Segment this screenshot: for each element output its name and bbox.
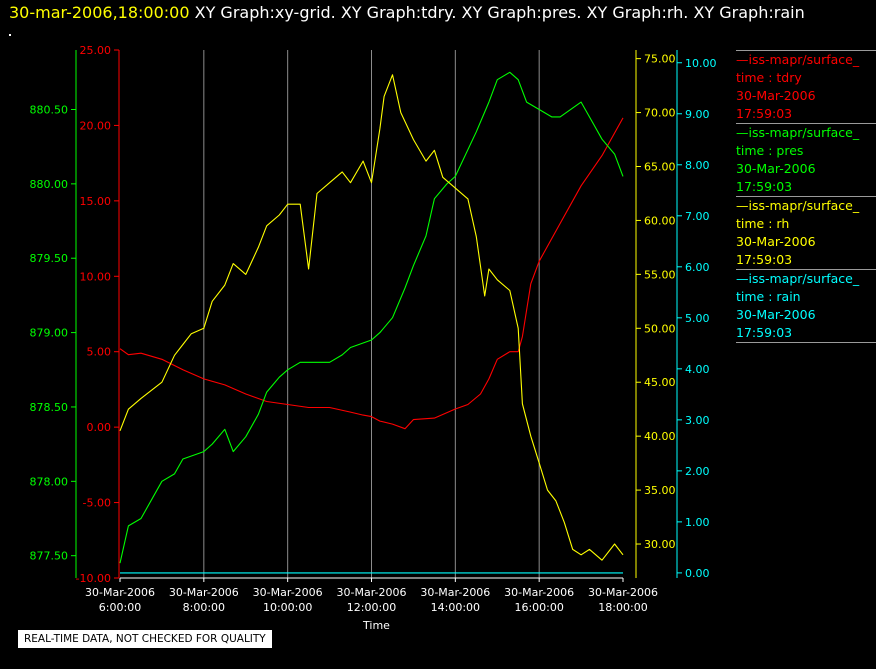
rain-tick-label: 0.00 <box>685 567 710 580</box>
tdry-tick-label: 10.00 <box>80 270 112 283</box>
x-tick-label-date: 30-Mar-2006 <box>169 586 239 599</box>
y-axes: 877.50 878.00 878.50 879.00 879.50 880.00 880.… <box>30 44 717 585</box>
legend-entry-rh: —iss-mapr/surface_ time : rh 30-Mar-2006… <box>736 196 876 269</box>
rh-tick-label: 45.00 <box>644 376 676 389</box>
tdry-tick-label: -10.00 <box>76 572 111 585</box>
tdry-tick-label: 25.00 <box>80 44 112 57</box>
legend-entry-pres: —iss-mapr/surface_ time : pres 30-Mar-20… <box>736 123 876 196</box>
vertical-gridlines <box>203 50 540 578</box>
rain-tick-label: 1.00 <box>685 516 710 529</box>
rain-tick-label: 10.00 <box>685 57 717 70</box>
legend-series-date: 30-Mar-2006 <box>736 88 816 103</box>
x-tick-label-time: 14:00:00 <box>431 601 480 614</box>
legend-series-name: —iss-mapr/surface_ <box>736 198 860 213</box>
legend-series-date: 30-Mar-2006 <box>736 161 816 176</box>
legend-series-date: 30-Mar-2006 <box>736 234 816 249</box>
x-tick-label-time: 12:00:00 <box>347 601 396 614</box>
rain-tick-label: 4.00 <box>685 363 710 376</box>
header-timestamp: 30-mar-2006,18:00:00 <box>9 3 190 22</box>
rh-tick-label: 70.00 <box>644 107 676 120</box>
rain-tick-label: 3.00 <box>685 414 710 427</box>
x-tick-label-date: 30-Mar-2006 <box>253 586 323 599</box>
rh-tick-label: 75.00 <box>644 53 676 66</box>
x-tick-label-time: 8:00:00 <box>183 601 225 614</box>
legend-series-time: 17:59:03 <box>736 252 793 267</box>
x-tick-label-time: 6:00:00 <box>99 601 141 614</box>
pres-tick-label: 880.00 <box>30 178 69 191</box>
legend-series-date: 30-Mar-2006 <box>736 307 816 322</box>
rh-tick-label: 50.00 <box>644 322 676 335</box>
rain-tick-label: 7.00 <box>685 210 710 223</box>
rh-tick-label: 65.00 <box>644 160 676 173</box>
legend-series-field: time : pres <box>736 143 804 158</box>
pres-tick-label: 878.50 <box>30 401 69 414</box>
legend-series-time: 17:59:03 <box>736 106 793 121</box>
rain-tick-label: 8.00 <box>685 159 710 172</box>
x-tick-label-time: 18:00:00 <box>598 601 647 614</box>
x-tick-label-date: 30-Mar-2006 <box>504 586 574 599</box>
x-tick-label-time: 10:00:00 <box>263 601 312 614</box>
x-tick-label-time: 16:00:00 <box>514 601 563 614</box>
x-tick-label-date: 30-Mar-2006 <box>420 586 490 599</box>
tdry-tick-label: -5.00 <box>83 497 111 510</box>
rh-tick-label: 60.00 <box>644 214 676 227</box>
pres-tick-label: 878.00 <box>30 475 69 488</box>
header-graph-title-3: XY Graph:pres. <box>461 3 582 22</box>
rh-tick-label: 30.00 <box>644 538 676 551</box>
x-tick-label-date: 30-Mar-2006 <box>85 586 155 599</box>
legend-entry-rain: —iss-mapr/surface_ time : rain 30-Mar-20… <box>736 269 876 342</box>
legend-series-field: time : tdry <box>736 70 802 85</box>
tdry-tick-label: 5.00 <box>87 346 112 359</box>
legend-series-name: —iss-mapr/surface_ <box>736 52 860 67</box>
header-graph-title-5: XY Graph:rain <box>693 3 805 22</box>
rain-tick-label: 2.00 <box>685 465 710 478</box>
legend-series-field: time : rain <box>736 289 801 304</box>
tdry-tick-label: 20.00 <box>80 119 112 132</box>
rain-tick-label: 6.00 <box>685 261 710 274</box>
chart-header: 30-mar-2006,18:00:00 XY Graph:xy-grid. X… <box>9 3 805 23</box>
rain-tick-label: 9.00 <box>685 108 710 121</box>
legend-series-time: 17:59:03 <box>736 179 793 194</box>
rh-tick-label: 35.00 <box>644 484 676 497</box>
header-graph-title-1: XY Graph:xy-grid. <box>194 3 336 22</box>
rh-tick-label: 40.00 <box>644 430 676 443</box>
header-graph-title-4: XY Graph:rh. <box>586 3 689 22</box>
quality-notice: REAL-TIME DATA, NOT CHECKED FOR QUALITY <box>18 630 272 648</box>
x-tick-label-date: 30-Mar-2006 <box>337 586 407 599</box>
pres-tick-label: 879.00 <box>30 327 69 340</box>
legend-bottom-rule <box>736 342 876 343</box>
x-tick-label-date: 30-Mar-2006 <box>588 586 658 599</box>
pres-tick-label: 879.50 <box>30 252 69 265</box>
legend-series-field: time : rh <box>736 216 790 231</box>
x-axis-title: Time <box>362 619 390 632</box>
legend: —iss-mapr/surface_ time : tdry 30-Mar-20… <box>736 50 876 343</box>
pres-tick-label: 880.50 <box>30 103 69 116</box>
rain-tick-label: 5.00 <box>685 312 710 325</box>
x-axis: 30-Mar-2006 6:00:00 30-Mar-2006 8:00:00 30-M… <box>85 577 658 632</box>
pres-tick-label: 877.50 <box>30 550 69 563</box>
tdry-tick-label: 15.00 <box>80 195 112 208</box>
legend-series-name: —iss-mapr/surface_ <box>736 125 860 140</box>
tdry-series-line <box>119 117 624 430</box>
legend-entry-tdry: —iss-mapr/surface_ time : tdry 30-Mar-20… <box>736 50 876 123</box>
pres-series-line <box>119 71 624 564</box>
legend-series-name: —iss-mapr/surface_ <box>736 271 860 286</box>
data-series <box>119 71 624 574</box>
header-dot <box>9 34 11 36</box>
rh-series-line <box>119 74 624 561</box>
rh-tick-label: 55.00 <box>644 268 676 281</box>
legend-series-time: 17:59:03 <box>736 325 793 340</box>
header-graph-title-2: XY Graph:tdry. <box>340 3 457 22</box>
tdry-tick-label: 0.00 <box>87 421 112 434</box>
